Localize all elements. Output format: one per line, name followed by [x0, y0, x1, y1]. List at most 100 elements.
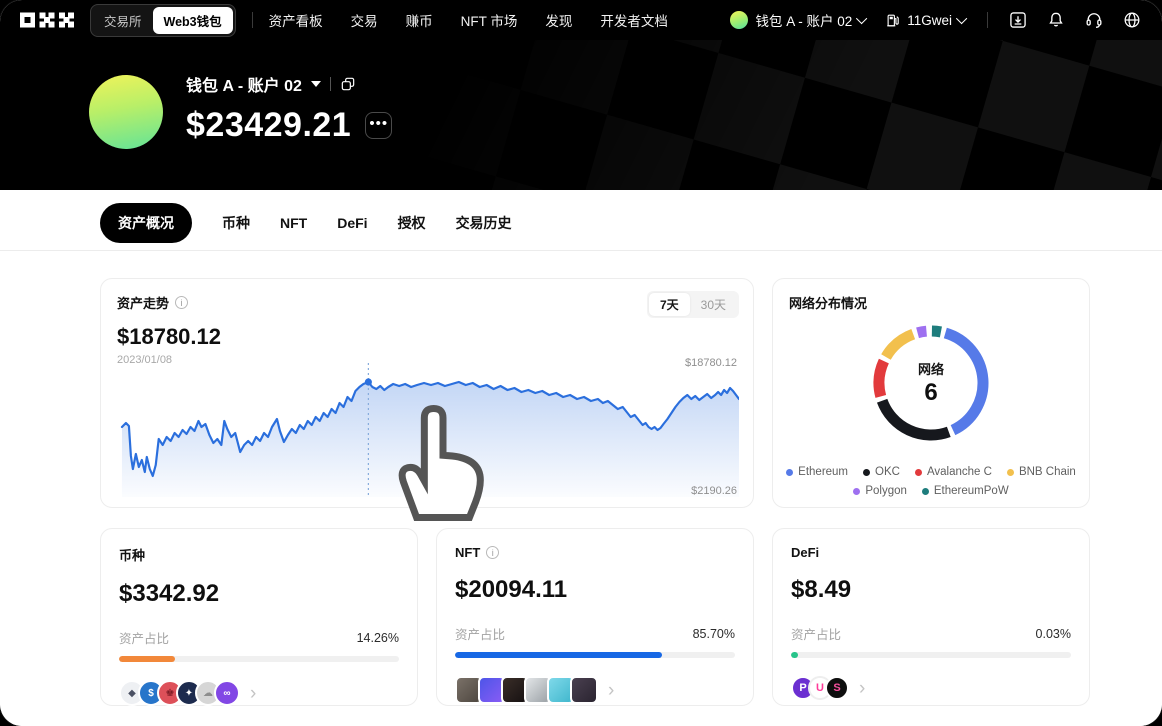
donut-segment-avalanche-c — [873, 358, 889, 398]
donut-center: 网络 6 — [871, 323, 991, 443]
chevron-down-icon — [955, 12, 968, 25]
network-legend: Ethereum OKC Avalanche C BNB Chain Polygon Et… — [783, 466, 1079, 497]
support-button[interactable] — [1084, 10, 1104, 30]
toggle-exchange[interactable]: 交易所 — [93, 7, 153, 34]
toggle-web3-wallet[interactable]: Web3钱包 — [152, 6, 233, 34]
account-label: 钱包 A - 账户 02 — [755, 14, 853, 29]
coins-amount: $3342.92 — [119, 580, 220, 607]
nav-item-asset-dashboard[interactable]: 资产看板 — [268, 14, 323, 29]
product-toggle: 交易所 Web3钱包 — [90, 3, 236, 37]
bell-icon — [1049, 12, 1063, 27]
card-title: NFT — [455, 545, 481, 560]
account-selector[interactable]: 钱包 A - 账户 02 — [730, 10, 868, 30]
info-icon[interactable]: i — [486, 546, 500, 559]
donut-center-value: 6 — [924, 379, 938, 406]
nav-item-nft-market[interactable]: NFT 市场 — [460, 14, 518, 29]
coins-token-list[interactable]: ◆ $ ♚ ✦ ☁ ∞ › — [119, 680, 399, 706]
checker-pattern — [387, 40, 1162, 190]
nav-item-trade[interactable]: 交易 — [350, 14, 378, 29]
globe-icon — [1124, 12, 1140, 28]
info-icon[interactable]: i — [175, 296, 189, 309]
trend-line — [120, 380, 739, 478]
legend-dot — [863, 468, 871, 476]
tab-approvals[interactable]: 授权 — [397, 215, 426, 231]
more-options-button[interactable]: ••• — [365, 112, 393, 139]
network-donut-chart[interactable]: 网络 6 — [871, 323, 991, 443]
asset-trend-card: 资产走势 i 7天 30天 $18780.12 2023/01/08 — [100, 278, 754, 521]
nft-progress-fill — [455, 652, 663, 658]
defi-progress-track — [791, 652, 1071, 658]
chevron-down-icon[interactable] — [310, 81, 321, 87]
download-app-button[interactable] — [1008, 10, 1028, 30]
chart-max-label: $18780.12 — [685, 357, 737, 369]
tab-nft[interactable]: NFT — [280, 215, 308, 231]
donut-segment-okc — [876, 398, 951, 441]
okx-logo-icon — [20, 12, 74, 28]
nav-divider — [987, 12, 988, 28]
notifications-button[interactable] — [1046, 10, 1066, 30]
card-title: 币种 — [119, 548, 146, 563]
trend-area-fill — [121, 382, 739, 497]
total-balance: $23429.21 — [186, 106, 352, 144]
defi-ratio-value: 0.03% — [1035, 626, 1071, 641]
trend-amount: $18780.12 — [117, 324, 221, 349]
ratio-label: 资产占比 — [455, 628, 506, 642]
legend-dot — [853, 487, 861, 495]
coins-summary-card: 币种 $3342.92 资产占比 14.26% ◆ $ ♚ ✦ ☁ ∞ › — [100, 528, 418, 706]
donut-segment-bnb-chain — [881, 328, 916, 360]
donut-center-label: 网络 — [917, 362, 944, 377]
nft-progress-track — [455, 652, 735, 658]
donut-segment-ethereumpow — [931, 325, 942, 338]
nav-item-earn[interactable]: 赚币 — [405, 14, 433, 29]
network-card-title: 网络分布情况 — [789, 296, 868, 311]
nav-divider — [251, 12, 253, 28]
chevron-right-icon: › — [250, 682, 257, 704]
chart-cursor-dot — [364, 378, 372, 386]
protocol-dark-icon: S — [825, 676, 849, 700]
tab-history[interactable]: 交易历史 — [455, 215, 512, 231]
copy-address-icon[interactable] — [340, 76, 356, 92]
donut-svg — [873, 325, 989, 441]
chevron-right-icon: › — [608, 679, 615, 701]
card-title: DeFi — [791, 545, 820, 560]
trend-title: 资产走势 — [117, 296, 170, 311]
nav-right: 钱包 A - 账户 02 11Gwei — [730, 10, 1142, 30]
nft-thumb-list[interactable]: › — [455, 676, 735, 704]
legend-item-avalanche-c: Avalanche C — [914, 466, 992, 478]
range-toggle: 7天 30天 — [646, 291, 739, 318]
language-button[interactable] — [1122, 10, 1142, 30]
gas-price-selector[interactable]: 11Gwei — [885, 12, 968, 28]
range-7d-button[interactable]: 7天 — [648, 293, 690, 316]
okx-logo[interactable] — [20, 11, 74, 29]
asset-tabbar: 资产概况 币种 NFT DeFi 授权 交易历史 — [100, 203, 512, 243]
tab-defi[interactable]: DeFi — [337, 215, 368, 231]
hero-divider — [329, 77, 331, 91]
wallet-avatar-small — [730, 11, 749, 29]
legend-dot — [921, 487, 929, 495]
tab-asset-overview[interactable]: 资产概况 — [100, 203, 192, 243]
chart-min-label: $2190.26 — [691, 485, 737, 497]
nft-thumbnails — [455, 676, 598, 704]
nft-ratio-value: 85.70% — [692, 626, 735, 641]
nav-item-dev-docs[interactable]: 开发者文档 — [600, 14, 668, 29]
wallet-name[interactable]: 钱包 A - 账户 02 — [186, 78, 302, 95]
coins-progress-fill — [119, 656, 175, 662]
nft-summary-card: NFT i $20094.11 资产占比 85.70% › — [436, 528, 754, 706]
chevron-down-icon — [856, 12, 868, 25]
ratio-label: 资产占比 — [119, 632, 170, 646]
legend-item-bnb-chain: BNB Chain — [1006, 466, 1076, 478]
tab-coins[interactable]: 币种 — [222, 215, 250, 231]
wallet-avatar[interactable] — [89, 75, 163, 149]
range-30d-button[interactable]: 30天 — [690, 293, 737, 316]
nft-amount: $20094.11 — [455, 576, 568, 603]
main-nav: 资产看板 交易 赚币 NFT 市场 发现 开发者文档 — [269, 10, 668, 30]
top-navbar: 交易所 Web3钱包 资产看板 交易 赚币 NFT 市场 发现 开发者文档 钱包… — [0, 0, 1162, 40]
trend-chart[interactable]: $18780.12 $2190.26 — [115, 357, 739, 521]
headset-icon — [1086, 13, 1102, 28]
legend-dot — [914, 468, 922, 476]
download-icon — [1010, 12, 1026, 28]
nav-item-discover[interactable]: 发现 — [545, 14, 573, 29]
